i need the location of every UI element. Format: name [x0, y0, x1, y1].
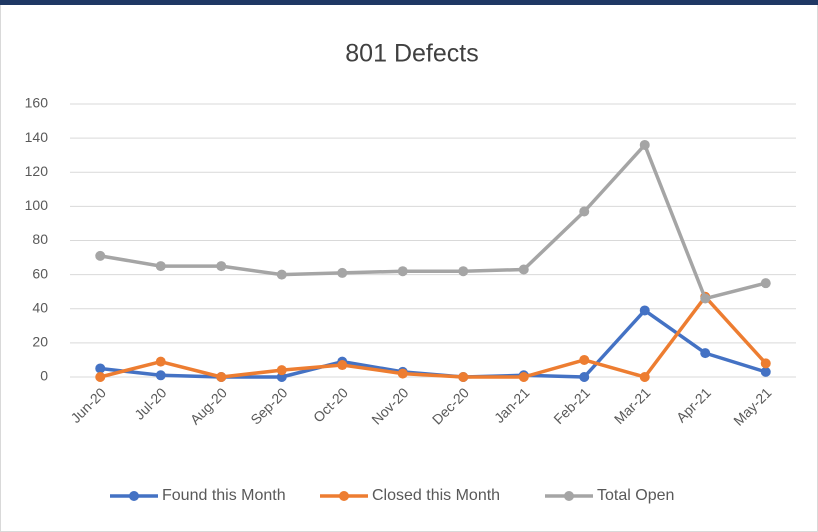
series-point [155, 356, 166, 367]
series-point [155, 261, 166, 272]
chart-title: 801 Defects [345, 40, 478, 68]
legend-marker [129, 491, 139, 501]
y-tick-label: 100 [25, 197, 49, 213]
y-tick-label: 140 [25, 129, 49, 145]
y-tick-label: 0 [40, 368, 48, 384]
series-line [99, 143, 767, 301]
header-bar [0, 0, 818, 5]
series-point [639, 305, 650, 316]
y-tick-label: 20 [32, 334, 48, 350]
series-point [458, 266, 469, 277]
series-line [99, 295, 768, 379]
series-point [518, 264, 529, 275]
series-point [579, 372, 590, 382]
series-point [760, 358, 771, 369]
legend-marker [564, 491, 574, 501]
series-point [397, 368, 408, 379]
series-point [397, 266, 408, 277]
series-point [700, 348, 711, 359]
legend-label: Total Open [597, 487, 674, 504]
series-point [458, 372, 469, 382]
series-point [155, 370, 166, 381]
legend-label: Closed this Month [372, 487, 500, 504]
y-tick-label: 40 [32, 299, 48, 315]
series-point [760, 366, 771, 377]
series-point [95, 363, 106, 374]
legend-label: Found this Month [162, 487, 286, 504]
series-point [216, 261, 227, 272]
series-point [639, 139, 650, 150]
series-point [579, 354, 590, 365]
y-tick-label: 60 [32, 265, 48, 281]
series-point [276, 365, 287, 376]
series-point [760, 278, 771, 289]
series-point [95, 372, 106, 382]
series-point [518, 372, 529, 382]
series-point [216, 372, 227, 382]
series-point [700, 293, 711, 304]
series-point [579, 206, 590, 217]
y-tick-label: 120 [25, 163, 49, 179]
y-tick-label: 80 [32, 231, 48, 247]
series-point [95, 250, 106, 261]
y-tick-label: 160 [25, 95, 49, 111]
series-point [337, 267, 348, 278]
series-point [639, 372, 650, 382]
series-point [276, 269, 287, 280]
legend-marker [339, 491, 349, 501]
series-point [337, 360, 348, 371]
